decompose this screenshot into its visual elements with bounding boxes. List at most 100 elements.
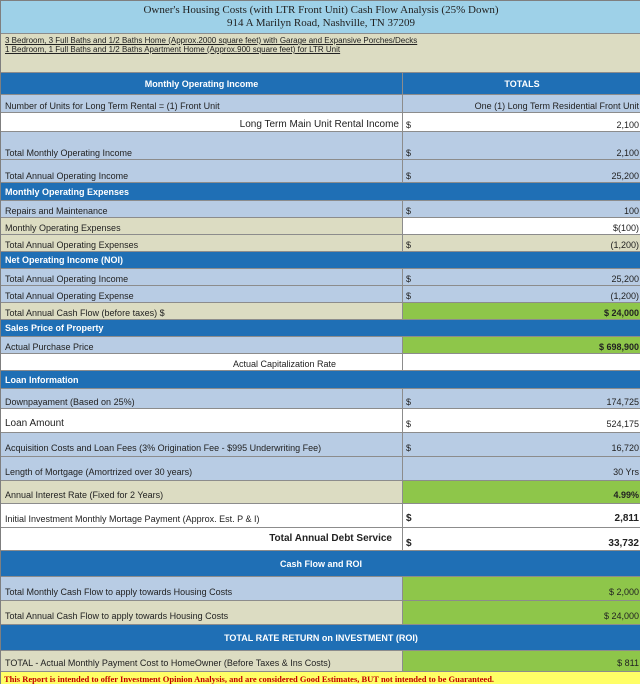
section-loan: Loan Information — [1, 371, 640, 389]
section-roi: TOTAL RATE RETURN on INVESTMENT (ROI) — [1, 625, 640, 651]
row-annual-cash-flow: Total Annual Cash Flow (before taxes) $ … — [1, 303, 640, 320]
annual-debt-label: Total Annual Debt Service — [1, 528, 403, 550]
monthly-payment-label: Initial Investment Monthly Mortage Payme… — [1, 504, 403, 527]
row-noi-income: Total Annual Operating Income $ 25,200 — [1, 269, 640, 286]
monthly-cash-flow-label: Total Monthly Cash Flow to apply towards… — [1, 577, 403, 600]
downpayment-currency: $ — [406, 397, 412, 407]
repairs-value: 100 — [623, 206, 639, 216]
row-annual-debt: Total Annual Debt Service $ 33,732 — [1, 528, 640, 551]
total-annual-income-value-cell: $ 25,200 — [403, 160, 640, 182]
section-loan-title: Loan Information — [1, 371, 640, 388]
row-loan-amount: Loan Amount $ 524,175 — [1, 409, 640, 433]
property-description: 3 Bedroom, 3 Full Baths and 1/2 Baths Ho… — [1, 34, 640, 73]
section-expenses: Monthly Operating Expenses — [1, 183, 640, 201]
section-expenses-title: Monthly Operating Expenses — [1, 183, 640, 200]
noi-expense-currency: $ — [406, 291, 412, 301]
units-value: One (1) Long Term Residential Front Unit — [403, 95, 640, 112]
repairs-label: Repairs and Maintenance — [1, 201, 403, 217]
annual-debt-value: 33,732 — [608, 538, 639, 549]
annual-cash-flow-label: Total Annual Cash Flow (before taxes) $ — [1, 303, 403, 319]
noi-income-value-cell: $ 25,200 — [403, 269, 640, 285]
section-cashflow: Cash Flow and ROI — [1, 551, 640, 577]
annual-cash-flow-housing-label: Total Annual Cash Flow to apply towards … — [1, 601, 403, 624]
units-label: Number of Units for Long Term Rental = (… — [1, 95, 403, 112]
column-header: Monthly Operating Income TOTALS — [1, 73, 640, 95]
row-units: Number of Units for Long Term Rental = (… — [1, 95, 640, 113]
total-annual-income-label: Total Annual Operating Income — [1, 160, 403, 182]
noi-expense-value: (1,200) — [610, 291, 639, 301]
desc-line-2: 1 Bedroom, 1 Full Baths and 1/2 Baths Ap… — [5, 45, 341, 54]
row-noi-expense: Total Annual Operating Expense $ (1,200) — [1, 286, 640, 303]
ltr-income-label: Long Term Main Unit Rental Income — [1, 113, 403, 131]
acquisition-value: 16,720 — [611, 443, 639, 453]
section-roi-title: TOTAL RATE RETURN on INVESTMENT (ROI) — [1, 625, 640, 650]
row-interest-rate: Annual Interest Rate (Fixed for 2 Years)… — [1, 481, 640, 504]
total-monthly-income-label: Total Monthly Operating Income — [1, 132, 403, 159]
ltr-income-value: 2,100 — [616, 120, 639, 130]
noi-expense-label: Total Annual Operating Expense — [1, 286, 403, 302]
desc-line-1: 3 Bedroom, 3 Full Baths and 1/2 Baths Ho… — [5, 36, 418, 45]
total-annual-income-currency: $ — [406, 171, 412, 181]
acquisition-label: Acquisition Costs and Loan Fees (3% Orig… — [1, 433, 403, 456]
repairs-value-cell: $ 100 — [403, 201, 640, 217]
loan-amount-label: Loan Amount — [1, 409, 403, 432]
mortgage-length-value: 30 Yrs — [403, 457, 640, 480]
row-acquisition: Acquisition Costs and Loan Fees (3% Orig… — [1, 433, 640, 457]
acquisition-value-cell: $ 16,720 — [403, 433, 640, 456]
annual-debt-currency: $ — [406, 538, 412, 549]
row-purchase-price: Actual Purchase Price $ 698,900 — [1, 337, 640, 354]
section-sales-title: Sales Price of Property — [1, 320, 640, 336]
disclaimer-row: This Report is intended to offer Investm… — [1, 672, 640, 684]
ltr-income-value-cell: $ 2,100 — [403, 113, 640, 131]
row-total-annual-income: Total Annual Operating Income $ 25,200 — [1, 160, 640, 183]
cap-rate-label: Actual Capitalization Rate — [1, 354, 403, 370]
row-monthly-cash-flow: Total Monthly Cash Flow to apply towards… — [1, 577, 640, 601]
description-text: 3 Bedroom, 3 Full Baths and 1/2 Baths Ho… — [1, 34, 640, 72]
purchase-price-label: Actual Purchase Price — [1, 337, 403, 353]
row-monthly-payment: Initial Investment Monthly Mortage Payme… — [1, 504, 640, 528]
interest-rate-label: Annual Interest Rate (Fixed for 2 Years) — [1, 481, 403, 503]
report-title-block: Owner's Housing Costs (with LTR Front Un… — [1, 1, 640, 34]
header-totals: TOTALS — [403, 73, 640, 94]
noi-income-value: 25,200 — [611, 274, 639, 284]
noi-expense-value-cell: $ (1,200) — [403, 286, 640, 302]
total-annual-income-value: 25,200 — [611, 171, 639, 181]
row-total-monthly-income: Total Monthly Operating Income $ 2,100 — [1, 132, 640, 160]
title-line-1: Owner's Housing Costs (with LTR Front Un… — [143, 4, 499, 16]
monthly-cash-flow-value: $ 2,000 — [403, 577, 640, 600]
noi-income-currency: $ — [406, 274, 412, 284]
report-title: Owner's Housing Costs (with LTR Front Un… — [1, 1, 640, 33]
homeowner-cost-value: $ 811 — [403, 651, 640, 671]
annual-expenses-value-cell: $ (1,200) — [403, 235, 640, 251]
total-monthly-income-value: 2,100 — [616, 148, 639, 158]
disclaimer-text: This Report is intended to offer Investm… — [1, 672, 640, 684]
downpayment-label: Downpayament (Based on 25%) — [1, 389, 403, 408]
homeowner-cost-label: TOTAL - Actual Monthly Payment Cost to H… — [1, 651, 403, 671]
downpayment-value: 174,725 — [606, 397, 639, 407]
acquisition-currency: $ — [406, 443, 412, 453]
section-cashflow-title: Cash Flow and ROI — [1, 551, 640, 576]
total-monthly-income-value-cell: $ 2,100 — [403, 132, 640, 159]
monthly-expenses-value: $(100) — [403, 218, 640, 234]
purchase-price-value: $ 698,900 — [403, 337, 640, 353]
total-monthly-income-currency: $ — [406, 148, 412, 158]
repairs-currency: $ — [406, 206, 412, 216]
title-line-2: 914 A Marilyn Road, Nashville, TN 37209 — [226, 17, 415, 29]
row-homeowner-cost: TOTAL - Actual Monthly Payment Cost to H… — [1, 651, 640, 672]
annual-debt-value-cell: $ 33,732 — [403, 528, 640, 550]
row-downpayment: Downpayament (Based on 25%) $ 174,725 — [1, 389, 640, 409]
row-annual-cash-flow-housing: Total Annual Cash Flow to apply towards … — [1, 601, 640, 625]
row-monthly-expenses: Monthly Operating Expenses $(100) — [1, 218, 640, 235]
row-mortgage-length: Length of Mortgage (Amortrized over 30 y… — [1, 457, 640, 481]
monthly-payment-value: 2,811 — [614, 513, 639, 524]
interest-rate-value: 4.99% — [403, 481, 640, 503]
annual-expenses-value: (1,200) — [610, 240, 639, 250]
section-noi-title: Net Operating Income (NOI) — [1, 252, 640, 268]
annual-expenses-currency: $ — [406, 240, 412, 250]
section-noi: Net Operating Income (NOI) — [1, 252, 640, 269]
row-repairs: Repairs and Maintenance $ 100 — [1, 201, 640, 218]
downpayment-value-cell: $ 174,725 — [403, 389, 640, 408]
cap-rate-value — [403, 354, 640, 370]
loan-amount-value-cell: $ 524,175 — [403, 409, 640, 432]
